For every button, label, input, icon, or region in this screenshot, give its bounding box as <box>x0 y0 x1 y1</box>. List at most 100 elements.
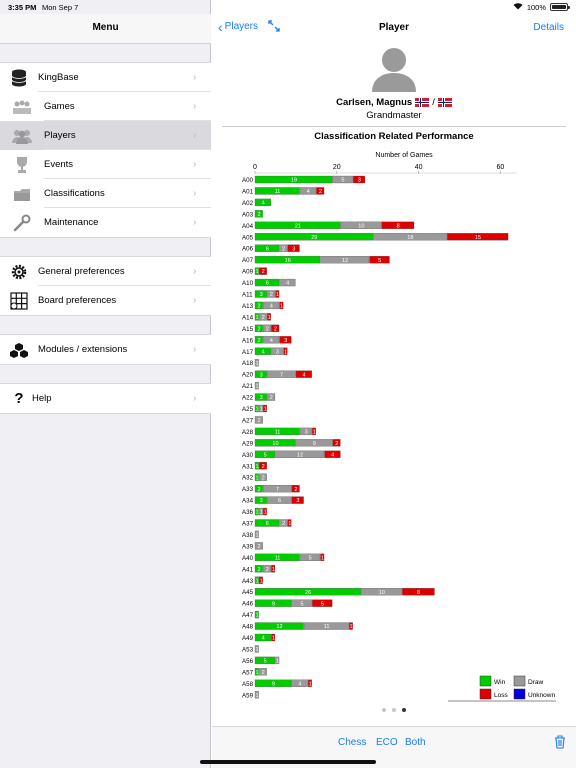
bar-value-label: 3 <box>284 338 287 344</box>
details-button[interactable]: Details <box>533 22 564 33</box>
bar-value-label: 1 <box>268 315 271 321</box>
chevron-right-icon: › <box>193 295 197 306</box>
bar-segment-draw <box>267 496 292 504</box>
players-icon <box>0 121 44 150</box>
sidebar-item-classifications[interactable]: Classifications › <box>0 179 211 208</box>
bar-value-label: 12 <box>342 258 348 264</box>
bar-value-label: 2 <box>258 544 261 550</box>
both-button[interactable]: Both <box>405 737 426 748</box>
eco-button[interactable]: ECO <box>376 737 398 748</box>
bar-segment-loss <box>353 175 366 184</box>
bar-value-label: 1 <box>280 304 283 310</box>
bar-value-label: 1 <box>255 670 258 676</box>
sidebar-group-modules: Modules / extensions › <box>0 334 211 365</box>
sidebar-item-general-preferences[interactable]: General preferences › <box>0 257 211 286</box>
legend-label: Win <box>494 679 506 686</box>
home-indicator <box>200 760 376 764</box>
bar-value-label: 2 <box>335 441 338 447</box>
sidebar-item-kingbase[interactable]: KingBase › <box>0 63 211 92</box>
category-label: A21 <box>242 383 254 390</box>
back-button[interactable]: ‹ Players <box>218 20 258 34</box>
gear-icon <box>0 257 38 286</box>
category-label: A41 <box>242 566 254 573</box>
player-name-row: Carlsen, Magnus / <box>212 97 576 108</box>
sidebar-item-events[interactable]: Events › <box>0 150 211 179</box>
bar-segment-win <box>254 175 333 184</box>
bar-value-label: 4 <box>262 349 265 355</box>
bar-value-label: 1 <box>255 361 258 367</box>
category-label: A56 <box>242 658 254 665</box>
sidebar-item-label: Board preferences <box>38 295 117 306</box>
category-label: A43 <box>242 578 254 585</box>
bar-value-label: 2 <box>319 189 322 195</box>
bar-segment-loss <box>287 244 300 252</box>
bar-segment-draw <box>361 588 402 596</box>
bar-segment-draw <box>258 473 267 481</box>
bar-segment-draw <box>299 553 321 562</box>
bar-value-label: 5 <box>300 601 303 607</box>
category-label: A13 <box>242 303 254 310</box>
chess-button[interactable]: Chess <box>338 737 367 748</box>
bar-value-label: 4 <box>270 338 273 344</box>
navigation-bar: ‹ Players Player Details <box>212 14 576 44</box>
legend-label: Draw <box>528 679 543 686</box>
bar-segment-draw <box>267 393 276 401</box>
bar-segment-win <box>254 187 300 195</box>
chessboard-icon <box>0 92 44 121</box>
bar-segment-draw <box>254 359 259 367</box>
chevron-right-icon: › <box>193 217 197 228</box>
bar-value-label: 3 <box>260 292 263 298</box>
bar-segment-win <box>254 198 272 207</box>
sidebar-item-games[interactable]: Games › <box>0 92 211 121</box>
sidebar-item-help[interactable]: ? Help › <box>0 384 211 413</box>
page-indicator[interactable] <box>212 708 576 712</box>
category-label: A16 <box>242 337 254 344</box>
bar-value-label: 4 <box>307 189 310 195</box>
bar-segment-win <box>254 221 341 229</box>
sidebar-item-board-preferences[interactable]: Board preferences › <box>0 286 211 315</box>
category-label: A22 <box>242 395 254 402</box>
bar-value-label: 1 <box>276 659 279 665</box>
sidebar-item-label: Maintenance <box>44 217 99 228</box>
bar-value-label: 11 <box>275 189 281 195</box>
bar-value-label: 1 <box>255 475 258 481</box>
classification-icon <box>0 179 44 208</box>
sidebar-item-players[interactable]: Players › <box>0 121 211 150</box>
bar-segment-draw <box>279 519 288 527</box>
chevron-right-icon: › <box>193 72 197 83</box>
bar-segment-draw <box>275 656 280 665</box>
bar-value-label: 1 <box>255 407 258 413</box>
category-label: A59 <box>242 692 254 699</box>
bar-value-label: 1 <box>255 269 258 275</box>
bar-value-label: 15 <box>475 235 481 241</box>
bar-value-label: 2 <box>294 487 297 493</box>
expand-icon[interactable] <box>268 20 280 35</box>
bar-value-label: 1 <box>255 464 258 470</box>
sidebar-item-label: Events <box>44 159 74 170</box>
bar-value-label: 1 <box>255 384 258 390</box>
page-title: Player <box>378 22 410 33</box>
sidebar-item-maintenance[interactable]: Maintenance › <box>0 208 211 237</box>
legend-label: Unknown <box>528 692 555 699</box>
category-label: A11 <box>242 292 253 299</box>
bar-value-label: 1 <box>272 636 275 642</box>
sidebar-item-modules[interactable]: Modules / extensions › <box>0 335 211 364</box>
bar-segment-win <box>254 210 263 218</box>
bar-segment-loss <box>263 404 267 413</box>
category-label: A39 <box>242 543 254 550</box>
trash-icon[interactable] <box>554 735 566 754</box>
bar-value-label: 1 <box>255 533 258 539</box>
x-axis-label: Number of Games <box>375 152 433 159</box>
x-tick-label: 20 <box>333 164 341 171</box>
bar-segment-win <box>254 496 267 504</box>
status-time: 3:35 PM <box>8 3 37 12</box>
chart-title: Classification Related Performance <box>314 131 474 142</box>
bar-segment-win <box>254 290 267 298</box>
category-label: A31 <box>242 463 254 470</box>
sidebar-item-label: Help <box>32 393 52 404</box>
bar-segment-win <box>254 244 280 252</box>
legend-label: Loss <box>494 692 508 699</box>
legend-swatch-unknown <box>513 688 526 700</box>
bar-segment-draw <box>258 668 267 676</box>
